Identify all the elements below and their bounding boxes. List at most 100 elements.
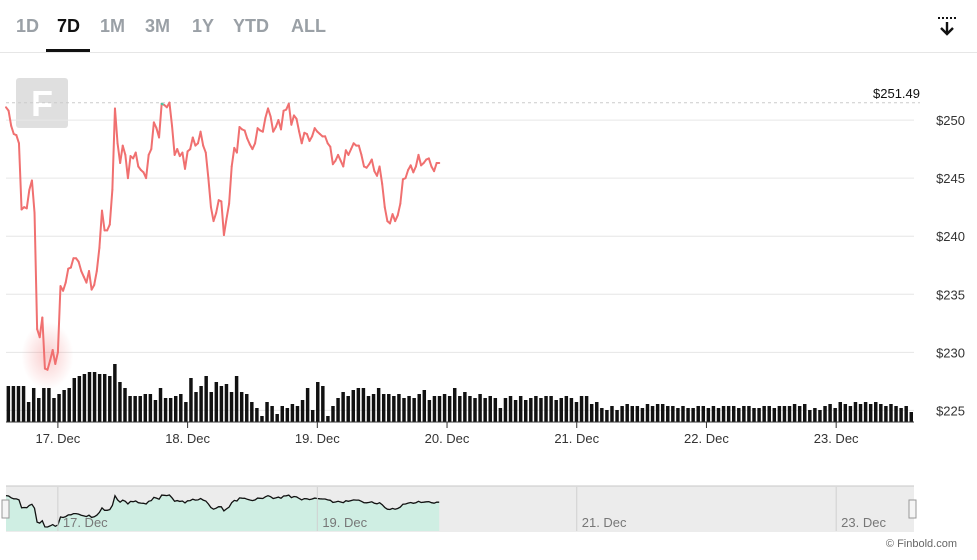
x-tick-label: 17. Dec (35, 431, 80, 446)
volume-bar (82, 374, 87, 422)
navigator[interactable]: 17. Dec 19. Dec 21. Dec 23. Dec (1, 485, 917, 532)
price-line-segment (33, 211, 39, 331)
volume-bar (52, 398, 56, 422)
price-line-segment (324, 135, 329, 145)
volume-bar (488, 396, 492, 422)
volume-bar (797, 406, 802, 422)
volume-bar (838, 402, 842, 422)
download-button[interactable] (932, 14, 962, 40)
tab-1y[interactable]: 1Y (192, 16, 215, 36)
last-price-label: $251.49 (873, 86, 920, 101)
volume-bar (356, 388, 361, 422)
volume-bar (158, 388, 163, 422)
price-line-segment (254, 127, 259, 145)
volume-bar (250, 402, 254, 422)
price-line-segment (357, 144, 363, 156)
price-line-segment (230, 146, 236, 168)
volume-bar (823, 406, 827, 422)
price-line-segment (80, 270, 85, 278)
volume-bar (11, 386, 16, 422)
price-line-segment (176, 148, 181, 158)
volume-bar (666, 406, 670, 422)
volume-bar (868, 404, 873, 422)
volume-bar (351, 390, 356, 422)
price-line-segment (404, 169, 410, 180)
volume-bar (554, 400, 558, 422)
price-line-segment (209, 206, 215, 223)
price-line-segment (337, 153, 342, 162)
volume-bar (782, 406, 787, 422)
volume-bar (437, 396, 442, 422)
volume-bar (214, 382, 219, 422)
volume-bar (427, 400, 432, 422)
volume-bar (316, 382, 320, 422)
volume-bar (138, 396, 142, 422)
volume-bar (605, 410, 609, 422)
price-line-segment (77, 260, 83, 273)
volume-bar (584, 396, 589, 422)
volume-bar (813, 408, 817, 422)
volume-bar (67, 388, 71, 422)
volume-bar (189, 378, 193, 422)
price-line-segment (433, 162, 438, 173)
price-line-segment (54, 351, 59, 365)
volume-bar (772, 408, 777, 422)
volume-bar (539, 398, 543, 422)
price-line-segment (168, 101, 174, 127)
volume-bar (366, 396, 371, 422)
x-tick-label: 20. Dec (425, 431, 470, 446)
price-line-segment (399, 178, 404, 205)
navigator-right-handle[interactable] (908, 499, 917, 519)
volume-bar (341, 392, 345, 422)
volume-bar (863, 402, 868, 422)
volume-bar (260, 416, 264, 422)
volume-bar (879, 404, 883, 422)
price-line-segment (222, 217, 228, 237)
volume-bar (650, 406, 655, 422)
volume-bar (544, 396, 548, 422)
volume-bar (483, 398, 487, 422)
price-line-segment (267, 107, 272, 118)
navigator-left-handle[interactable] (1, 499, 10, 519)
volume-bar (194, 392, 198, 422)
x-tick-label: 19. Dec (295, 431, 340, 446)
volume-bar (37, 398, 41, 422)
tab-1d[interactable]: 1D (16, 16, 40, 36)
volume-bar (473, 398, 477, 422)
volume-bar (16, 386, 21, 422)
tab-7d[interactable]: 7D (57, 16, 81, 36)
volume-bar (209, 392, 213, 422)
price-line-segment (243, 129, 249, 140)
volume-bar (77, 376, 82, 422)
price-line-segment (381, 182, 386, 209)
volume-bar (625, 404, 629, 422)
tab-1m[interactable]: 1M (100, 16, 126, 36)
price-line-segment (246, 137, 251, 146)
price-line-segment (184, 150, 189, 170)
volume-bar (620, 406, 624, 422)
tab-3m[interactable]: 3M (145, 16, 171, 36)
volume-bar (402, 398, 406, 422)
volume-bar (392, 396, 396, 422)
tab-ytd[interactable]: YTD (233, 16, 269, 36)
price-line-segment (220, 200, 225, 237)
volume-bar (361, 388, 366, 422)
volume-bar (42, 388, 46, 422)
volume-bar (559, 398, 563, 422)
price-line-segment (145, 153, 150, 180)
volume-bar (397, 394, 401, 422)
volume-bar (645, 404, 650, 422)
volume-bar (843, 404, 848, 422)
price-line (5, 101, 441, 390)
price-line-segment (427, 157, 433, 168)
x-tick-label: 21. Dec (554, 431, 599, 446)
volume-bar (326, 416, 330, 422)
tab-all[interactable]: ALL (291, 16, 326, 36)
volume-bar (508, 396, 513, 422)
volume-bar (290, 404, 295, 422)
volume-bar (123, 388, 127, 422)
volume-bar (660, 404, 665, 422)
volume-bar (234, 376, 239, 422)
price-line-segment (228, 165, 233, 205)
